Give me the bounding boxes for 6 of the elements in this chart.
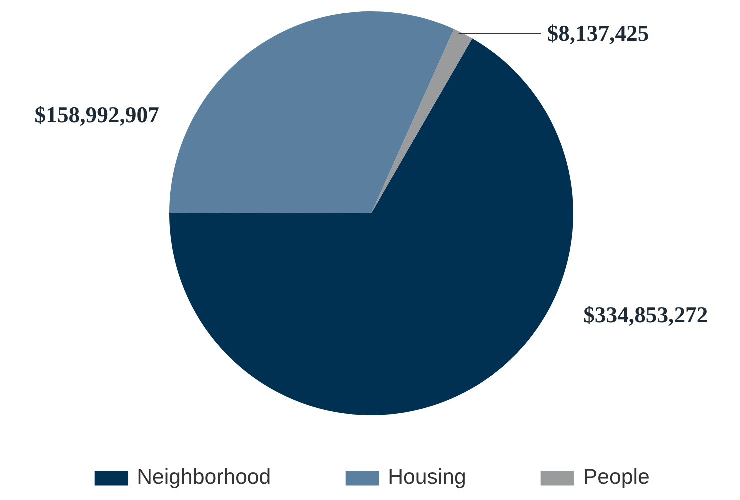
data-label: $8,137,425 — [547, 21, 650, 46]
legend-label: Housing — [388, 465, 466, 490]
legend-label: People — [583, 465, 650, 490]
data-label: $334,853,272 — [584, 302, 708, 328]
data-label: $158,992,907 — [34, 102, 160, 128]
legend-label: Neighborhood — [137, 465, 272, 490]
